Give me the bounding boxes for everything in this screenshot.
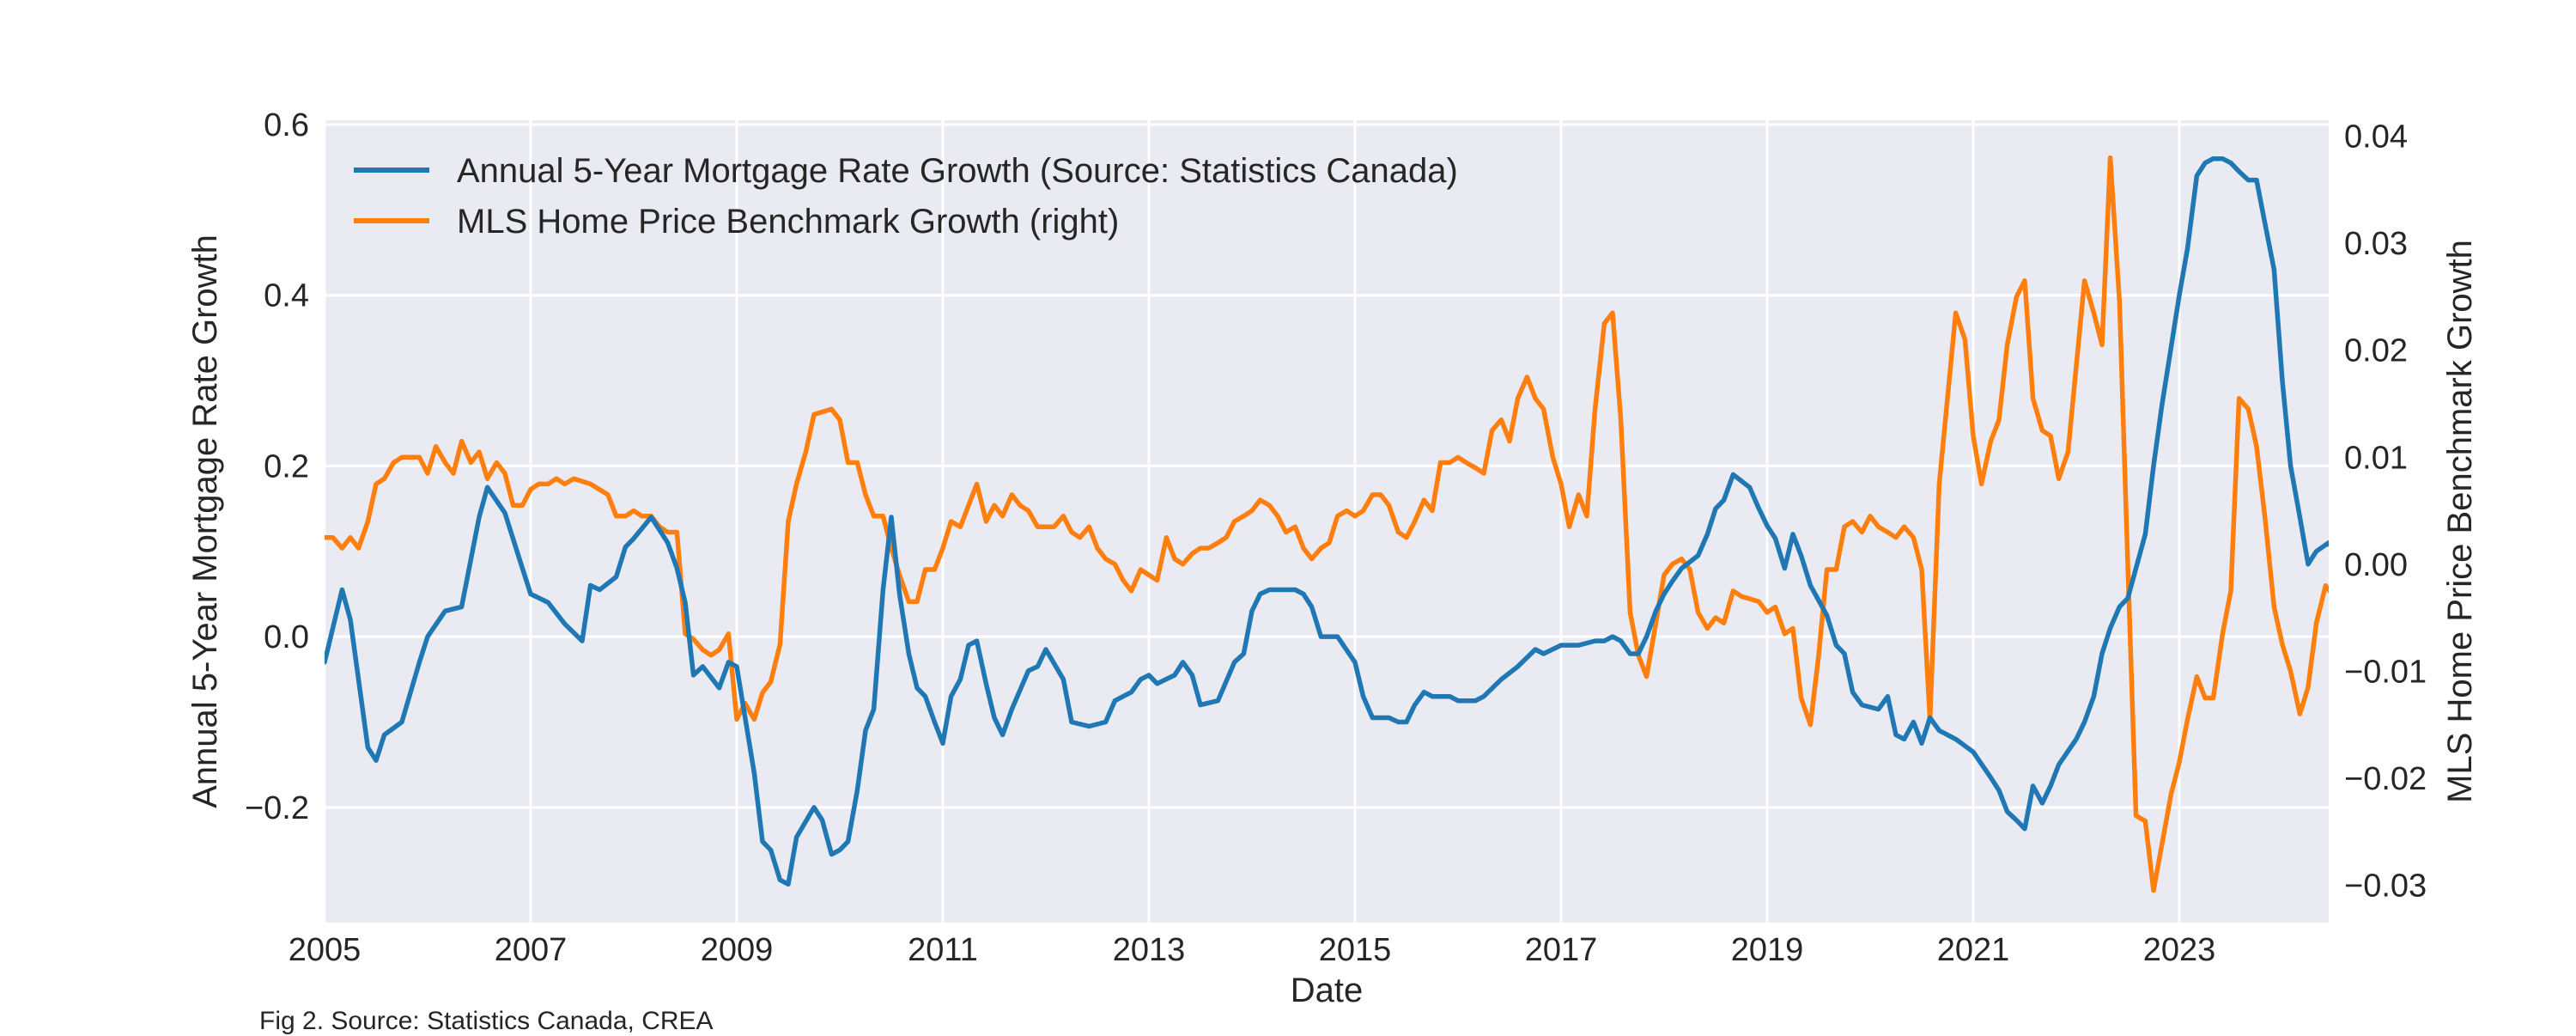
series-lines: [325, 155, 2329, 893]
left-y-tick-label: 0.4: [264, 278, 309, 314]
series-line-mortgage-rate-growth: [325, 155, 2329, 887]
left-y-tick-label: 0.2: [264, 448, 309, 484]
x-tick-label: 2023: [2143, 932, 2216, 968]
left-y-tick-label: 0.0: [264, 619, 309, 655]
x-tick-label: 2015: [1319, 932, 1392, 968]
right-y-tick-label: 0.04: [2344, 119, 2408, 155]
right-y-tick-label: 0.01: [2344, 440, 2408, 476]
left-y-tick-label: 0.6: [264, 107, 309, 143]
x-tick-label: 2011: [908, 932, 978, 968]
right-y-tick-label: −0.02: [2344, 761, 2427, 797]
x-tick-label: 2019: [1731, 932, 1804, 968]
right-y-tick-label: 0.02: [2344, 333, 2408, 369]
x-tick-label: 2017: [1525, 932, 1598, 968]
right-y-axis-title: MLS Home Price Benchmark Growth: [2441, 240, 2479, 803]
plot-background: [325, 120, 2329, 923]
legend-label-mls: MLS Home Price Benchmark Growth (right): [457, 203, 1119, 241]
legend-label-mortgage: Annual 5-Year Mortgage Rate Growth (Sour…: [457, 152, 1458, 190]
right-y-tick-label: 0.03: [2344, 226, 2408, 262]
left-y-axis-title: Annual 5-Year Mortgage Rate Growth: [186, 235, 224, 808]
x-tick-label: 2009: [701, 932, 774, 968]
left-y-tick-label: −0.2: [245, 790, 309, 826]
x-tick-label: 2021: [1937, 932, 2010, 968]
right-y-tick-label: 0.00: [2344, 547, 2408, 583]
right-y-tick-label: −0.01: [2344, 654, 2427, 690]
legend: Annual 5-Year Mortgage Rate Growth (Sour…: [354, 152, 1458, 241]
figure-caption: Fig 2. Source: Statistics Canada, CREA: [259, 1007, 714, 1035]
tick-labels: 2005 2007 2009 2011 2013 2015 2017 2019 2021 2023…: [245, 107, 2427, 968]
x-tick-label: 2013: [1113, 932, 1186, 968]
right-y-tick-label: −0.03: [2344, 868, 2427, 904]
x-tick-label: 2005: [289, 932, 361, 968]
x-axis-title: Date: [1291, 972, 1364, 1009]
x-tick-label: 2007: [495, 932, 568, 968]
